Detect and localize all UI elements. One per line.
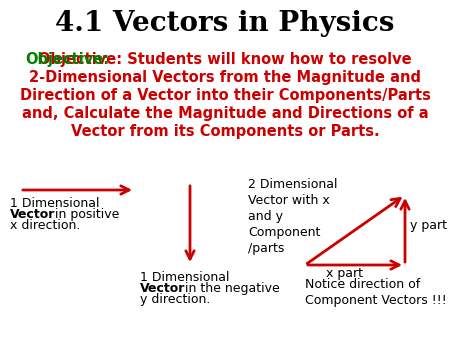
Text: y direction.: y direction. — [140, 293, 211, 306]
Text: in positive: in positive — [51, 208, 119, 221]
Text: in the negative: in the negative — [181, 282, 280, 295]
Text: x part: x part — [327, 267, 364, 280]
Text: Objective: Students will know how to resolve: Objective: Students will know how to res… — [38, 52, 412, 67]
Text: 2-Dimensional Vectors from the Magnitude and: 2-Dimensional Vectors from the Magnitude… — [29, 70, 421, 85]
Text: 1 Dimensional: 1 Dimensional — [10, 197, 99, 210]
Text: Vector: Vector — [140, 282, 185, 295]
Text: 1 Dimensional: 1 Dimensional — [140, 271, 230, 284]
Text: y part: y part — [410, 218, 447, 232]
Text: Objective:: Objective: — [25, 52, 109, 67]
Text: Direction of a Vector into their Components/Parts: Direction of a Vector into their Compone… — [19, 88, 431, 103]
Text: 4.1 Vectors in Physics: 4.1 Vectors in Physics — [55, 10, 395, 37]
Text: Vector from its Components or Parts.: Vector from its Components or Parts. — [71, 124, 379, 139]
Text: 2 Dimensional
Vector with x
and y
Component
/parts: 2 Dimensional Vector with x and y Compon… — [248, 178, 338, 255]
Text: Notice direction of
Component Vectors !!!: Notice direction of Component Vectors !!… — [305, 278, 447, 307]
Text: Vector: Vector — [10, 208, 55, 221]
Text: x direction.: x direction. — [10, 219, 81, 232]
Text: and, Calculate the Magnitude and Directions of a: and, Calculate the Magnitude and Directi… — [22, 106, 428, 121]
